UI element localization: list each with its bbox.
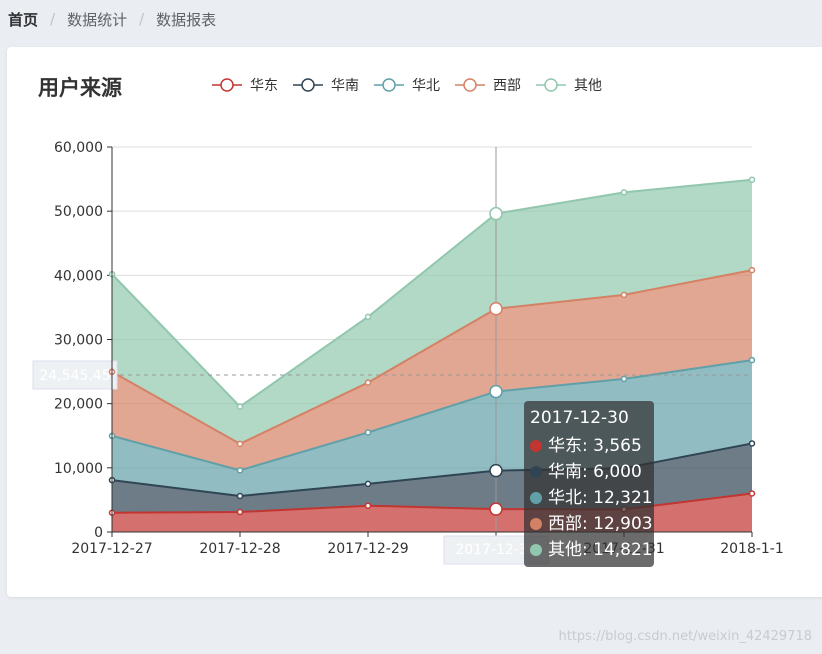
y-tick-label: 0 — [94, 525, 103, 541]
area-西部 — [112, 270, 752, 471]
x-tick-label: 2018-1-1 — [720, 541, 784, 557]
legend-marker — [382, 78, 396, 92]
crosshair-x-label: 2017-12-30 — [455, 542, 536, 558]
data-point[interactable] — [489, 384, 503, 399]
legend-label: 华南 — [331, 78, 359, 94]
tooltip-row-text: 其他: 14,821 — [548, 540, 653, 560]
data-point[interactable] — [489, 302, 503, 316]
legend-marker — [301, 78, 315, 92]
data-point[interactable] — [364, 313, 372, 321]
crosshair-y-label-bg — [32, 360, 118, 390]
data-point[interactable] — [489, 502, 503, 516]
tooltip-dot — [530, 518, 542, 530]
data-point[interactable] — [620, 291, 628, 299]
data-point[interactable] — [236, 440, 244, 448]
tooltip-row-huadong: 华东: 3,565 — [530, 433, 648, 459]
data-point[interactable] — [489, 463, 503, 478]
legend-item[interactable]: 华北 — [374, 78, 440, 94]
tooltip-title: 2017-12-30 — [530, 408, 629, 428]
y-tick-label: 30,000 — [54, 333, 103, 349]
data-point[interactable] — [748, 490, 756, 497]
breadcrumb-home[interactable]: 首页 — [8, 10, 39, 29]
x-tick-label: 2017-12-28 — [199, 541, 280, 557]
data-point[interactable] — [489, 206, 503, 221]
tooltip-dot — [530, 544, 542, 556]
data-point[interactable] — [236, 508, 244, 516]
area-其他 — [112, 179, 752, 444]
tooltip-dot — [530, 492, 542, 504]
data-point[interactable] — [236, 403, 244, 410]
legend-label: 其他 — [574, 78, 602, 94]
legend-label: 华北 — [412, 78, 440, 94]
tooltip-row-text: 西部: 12,903 — [548, 514, 653, 534]
data-point[interactable] — [364, 379, 372, 386]
y-tick-label: 10,000 — [54, 461, 103, 477]
crosshair-y-label: 24,545.45 — [39, 368, 110, 384]
breadcrumb-separator: / — [139, 10, 145, 28]
data-point[interactable] — [364, 429, 372, 436]
y-tick-label: 40,000 — [54, 268, 103, 284]
tooltip-row-huanan: 华南: 6,000 — [530, 459, 648, 485]
legend-marker — [463, 78, 477, 92]
x-tick-label: 2017-12-29 — [327, 541, 408, 557]
breadcrumb: 首页 / 数据统计 / 数据报表 — [8, 8, 216, 30]
series-line-其他 — [111, 178, 753, 408]
watermark: https://blog.csdn.net/weixin_42429718 — [558, 629, 812, 644]
series-line-西部 — [111, 269, 753, 445]
tooltip-row-text: 华东: 3,565 — [548, 436, 642, 456]
data-point[interactable] — [748, 440, 756, 447]
series-line-华北 — [111, 359, 753, 472]
legend-item[interactable]: 华南 — [293, 78, 359, 94]
data-point[interactable] — [364, 502, 372, 509]
chart-tooltip: 2017-12-30 华东: 3,565 华南: 6,000 华北: 12,32… — [524, 401, 654, 567]
data-point[interactable] — [364, 480, 372, 488]
tooltip-dot — [530, 466, 542, 478]
tooltip-row-qita: 其他: 14,821 — [530, 537, 653, 563]
legend-item[interactable]: 西部 — [455, 78, 521, 94]
legend-marker — [220, 78, 234, 92]
tooltip-row-text: 华北: 12,321 — [548, 488, 653, 508]
data-point[interactable] — [748, 356, 756, 364]
tooltip-row-huabei: 华北: 12,321 — [530, 485, 653, 511]
legend-item[interactable]: 其他 — [536, 78, 602, 94]
tooltip-dot — [530, 440, 542, 452]
legend-marker — [544, 78, 558, 92]
breadcrumb-report: 数据报表 — [156, 10, 217, 29]
y-tick-label: 50,000 — [54, 204, 103, 220]
legend-label: 华东 — [250, 78, 278, 94]
chart-title: 用户来源 — [38, 76, 122, 100]
breadcrumb-separator: / — [50, 10, 56, 28]
data-point[interactable] — [748, 176, 756, 183]
breadcrumb-statistics[interactable]: 数据统计 — [67, 10, 128, 29]
data-point[interactable] — [236, 492, 244, 500]
data-point[interactable] — [620, 375, 628, 383]
legend-label: 西部 — [493, 78, 521, 94]
data-point[interactable] — [748, 266, 756, 274]
legend-item[interactable]: 华东 — [212, 78, 278, 94]
tooltip-row-text: 华南: 6,000 — [548, 462, 642, 482]
y-tick-label: 20,000 — [54, 397, 103, 413]
x-tick-label: 2017-12-27 — [71, 541, 152, 557]
data-point[interactable] — [620, 189, 628, 196]
y-tick-label: 60,000 — [54, 140, 103, 156]
data-point[interactable] — [236, 467, 244, 474]
tooltip-row-xibu: 西部: 12,903 — [530, 511, 653, 537]
